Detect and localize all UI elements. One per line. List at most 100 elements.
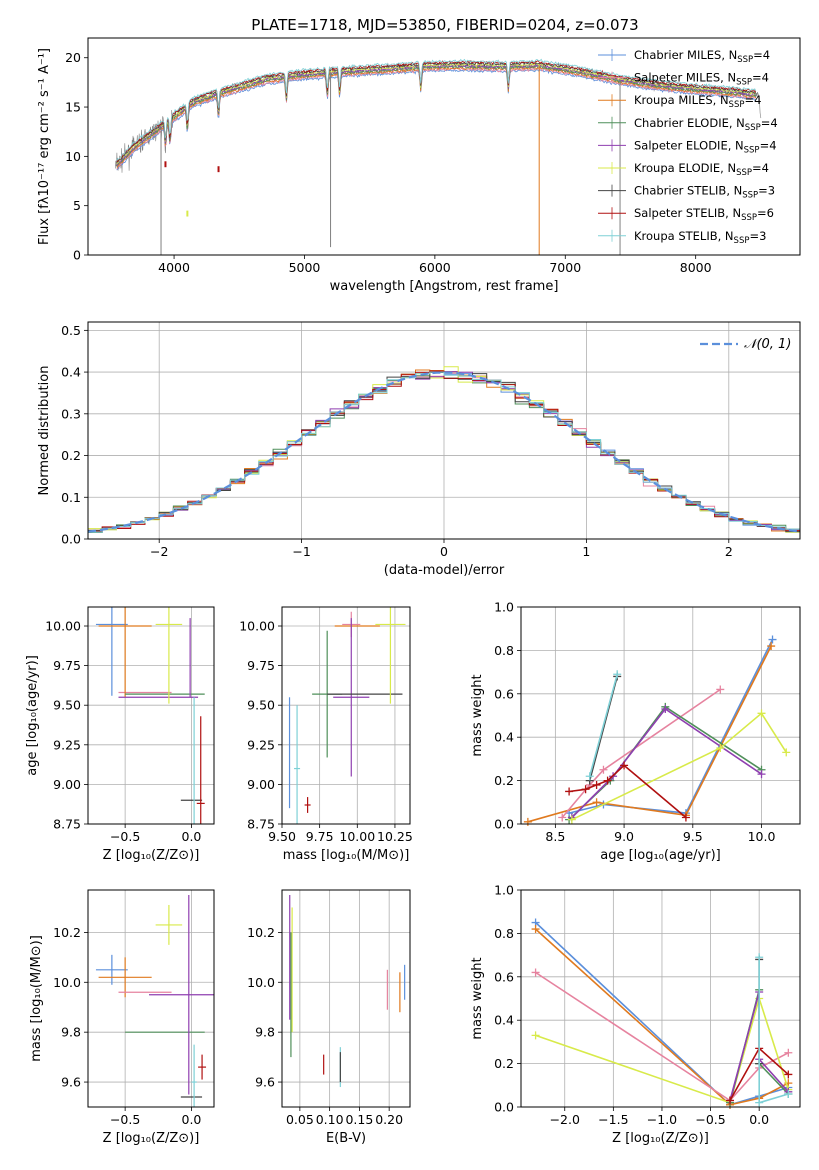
x-axis-label: (data-model)/error — [384, 563, 505, 578]
axes-frame — [281, 889, 411, 1108]
y-tick-label: 0.4 — [494, 1013, 514, 1028]
x-tick-label: 10.25 — [377, 829, 413, 844]
legend-entry: Salpeter MILES, NSSP=4 — [634, 71, 769, 88]
data-point-salpeter-miles — [784, 1048, 793, 1057]
data-point-kroupa-stelib — [784, 1089, 793, 1098]
data-point-kroupa-stelib — [755, 953, 764, 962]
axes-frame — [520, 889, 801, 1108]
series-line-salpeter-elodie — [571, 707, 762, 819]
y-tick-label: 9.8 — [61, 1025, 81, 1040]
y-tick-label: 0.1 — [61, 490, 81, 505]
y-tick-label: 9.25 — [53, 737, 81, 752]
series-line-kroupa-elodie — [535, 995, 790, 1104]
data-point-kroupa-elodie — [716, 744, 725, 753]
y-tick-label: 9.00 — [247, 777, 275, 792]
x-tick-label: 0.0 — [182, 1112, 202, 1127]
data-point-kroupa-miles — [767, 642, 776, 651]
data-point-salpeter-miles — [716, 685, 725, 694]
y-tick-label: 1.0 — [494, 600, 514, 615]
x-tick-label: 8000 — [680, 260, 712, 275]
data-point-salpeter-miles — [531, 968, 540, 977]
y-tick-label: 8.75 — [247, 817, 275, 832]
y-tick-label: 9.6 — [255, 1075, 275, 1090]
data-point-salpeter-miles — [558, 813, 567, 822]
x-tick-label: 9.50 — [268, 829, 296, 844]
x-tick-label: −1.5 — [598, 1112, 628, 1127]
legend-entry: Kroupa MILES, NSSP=4 — [634, 93, 761, 110]
y-axis-label: Normed distribution — [37, 366, 52, 496]
x-tick-label: 0 — [440, 544, 448, 559]
x-tick-label: −0.5 — [110, 829, 140, 844]
series-line-salpeter-miles — [535, 971, 789, 1102]
residual-histogram-panel: −2 −1 0 1 2 0.0 0.1 0.2 0.3 0.4 0.5 (data-model)/er… — [37, 321, 801, 578]
data-point-kroupa-stelib — [755, 1098, 764, 1107]
y-tick-label: 0.4 — [494, 730, 514, 745]
axes-frame — [87, 606, 215, 825]
y-tick-label: 0.0 — [494, 1100, 514, 1115]
data-point-salpeter-stelib — [603, 776, 612, 785]
x-tick-label: 10.00 — [339, 829, 375, 844]
data-point-salpeter-stelib — [620, 761, 629, 770]
y-axis-label: mass weight — [470, 957, 485, 1039]
y-tick-label: 9.00 — [53, 777, 81, 792]
y-tick-label: 8.75 — [53, 817, 81, 832]
data-point-salpeter-stelib — [726, 1096, 735, 1105]
model-spectrum-kroupa-elodie — [116, 61, 757, 165]
normal-reference-curve — [87, 371, 801, 533]
x-axis-label: Z [log₁₀(Z/Z⊙)] — [103, 848, 200, 863]
x-tick-label: 0.15 — [345, 1112, 373, 1127]
data-point-salpeter-elodie — [757, 770, 766, 779]
x-tick-label: 5000 — [289, 260, 321, 275]
y-tick-label: 0.3 — [61, 406, 81, 421]
legend-entry: Kroupa ELODIE, NSSP=4 — [634, 161, 769, 178]
x-tick-label: 2 — [725, 544, 733, 559]
y-tick-label: 20 — [65, 50, 81, 65]
data-point-kroupa-miles — [531, 925, 540, 934]
axes-frame — [87, 889, 215, 1108]
y-tick-label: 10.0 — [247, 975, 275, 990]
data-point-salpeter-stelib — [565, 787, 574, 796]
y-tick-label: 9.75 — [53, 658, 81, 673]
legend-entry: Kroupa STELIB, NSSP=3 — [634, 229, 766, 246]
x-axis-label: E(B-V) — [326, 1131, 366, 1146]
x-tick-label: 6000 — [419, 260, 451, 275]
figure-title: PLATE=1718, MJD=53850, FIBERID=0204, z=0… — [251, 16, 638, 34]
spectrum-panel: 4000 5000 6000 7000 8000 0 5 10 15 20 wavelength [… — [37, 37, 801, 294]
y-tick-label: 10.2 — [247, 925, 275, 940]
age-vs-mass-panel: 9.50 9.75 10.00 10.258.759.009.259.509.7510… — [239, 606, 413, 863]
data-point-kroupa-miles — [523, 817, 532, 826]
x-tick-label: 9.75 — [306, 829, 334, 844]
series-line-chabrier-miles — [568, 639, 774, 814]
series-line-salpeter-miles — [561, 688, 721, 819]
data-point-chabrier-miles — [768, 635, 777, 644]
y-axis-label: mass weight — [470, 674, 485, 756]
legend-entry: Salpeter ELODIE, NSSP=4 — [634, 138, 777, 155]
data-point-kroupa-elodie — [531, 1031, 540, 1040]
y-axis-label: age [log₁₀(age/yr)] — [25, 655, 40, 776]
data-point-kroupa-stelib — [585, 772, 594, 781]
mass-weight-vs-age-panel: 8.5 9.0 9.5 10.0 0.0 0.2 0.4 0.6 0.8 1.0 age [log₁… — [470, 600, 801, 863]
model-spectrum-salpeter-stelib — [116, 60, 757, 162]
x-tick-label: 1 — [582, 544, 590, 559]
model-spectrum-kroupa-miles — [116, 66, 757, 168]
data-point-kroupa-elodie — [757, 709, 766, 718]
x-tick-label: 0.0 — [749, 1112, 769, 1127]
model-spectrum-chabrier-miles — [116, 67, 756, 171]
y-tick-label: 5 — [73, 198, 81, 213]
series-line-chabrier-miles — [535, 921, 789, 1106]
y-axis-label: mass [log₁₀(M/M⊙)] — [29, 935, 44, 1062]
y-tick-label: 10 — [65, 149, 81, 164]
legend-entry: 𝒩(0, 1) — [744, 337, 791, 352]
x-tick-label: 8.5 — [545, 829, 565, 844]
y-tick-label: 9.6 — [61, 1075, 81, 1090]
x-tick-label: 9.0 — [614, 829, 634, 844]
y-tick-label: 9.50 — [247, 698, 275, 713]
mass-vs-metallicity-panel: −0.5 0.0 9.6 9.8 10.0 10.2 Z [log₁₀(Z/Z⊙)] mass… — [29, 889, 215, 1146]
series-line-kroupa-miles — [535, 928, 789, 1106]
x-tick-label: 0.05 — [286, 1112, 314, 1127]
data-point-salpeter-stelib — [681, 813, 690, 822]
x-tick-label: −1.0 — [647, 1112, 677, 1127]
model-spectrum-kroupa-stelib — [116, 58, 757, 161]
y-tick-label: 1.0 — [494, 883, 514, 898]
